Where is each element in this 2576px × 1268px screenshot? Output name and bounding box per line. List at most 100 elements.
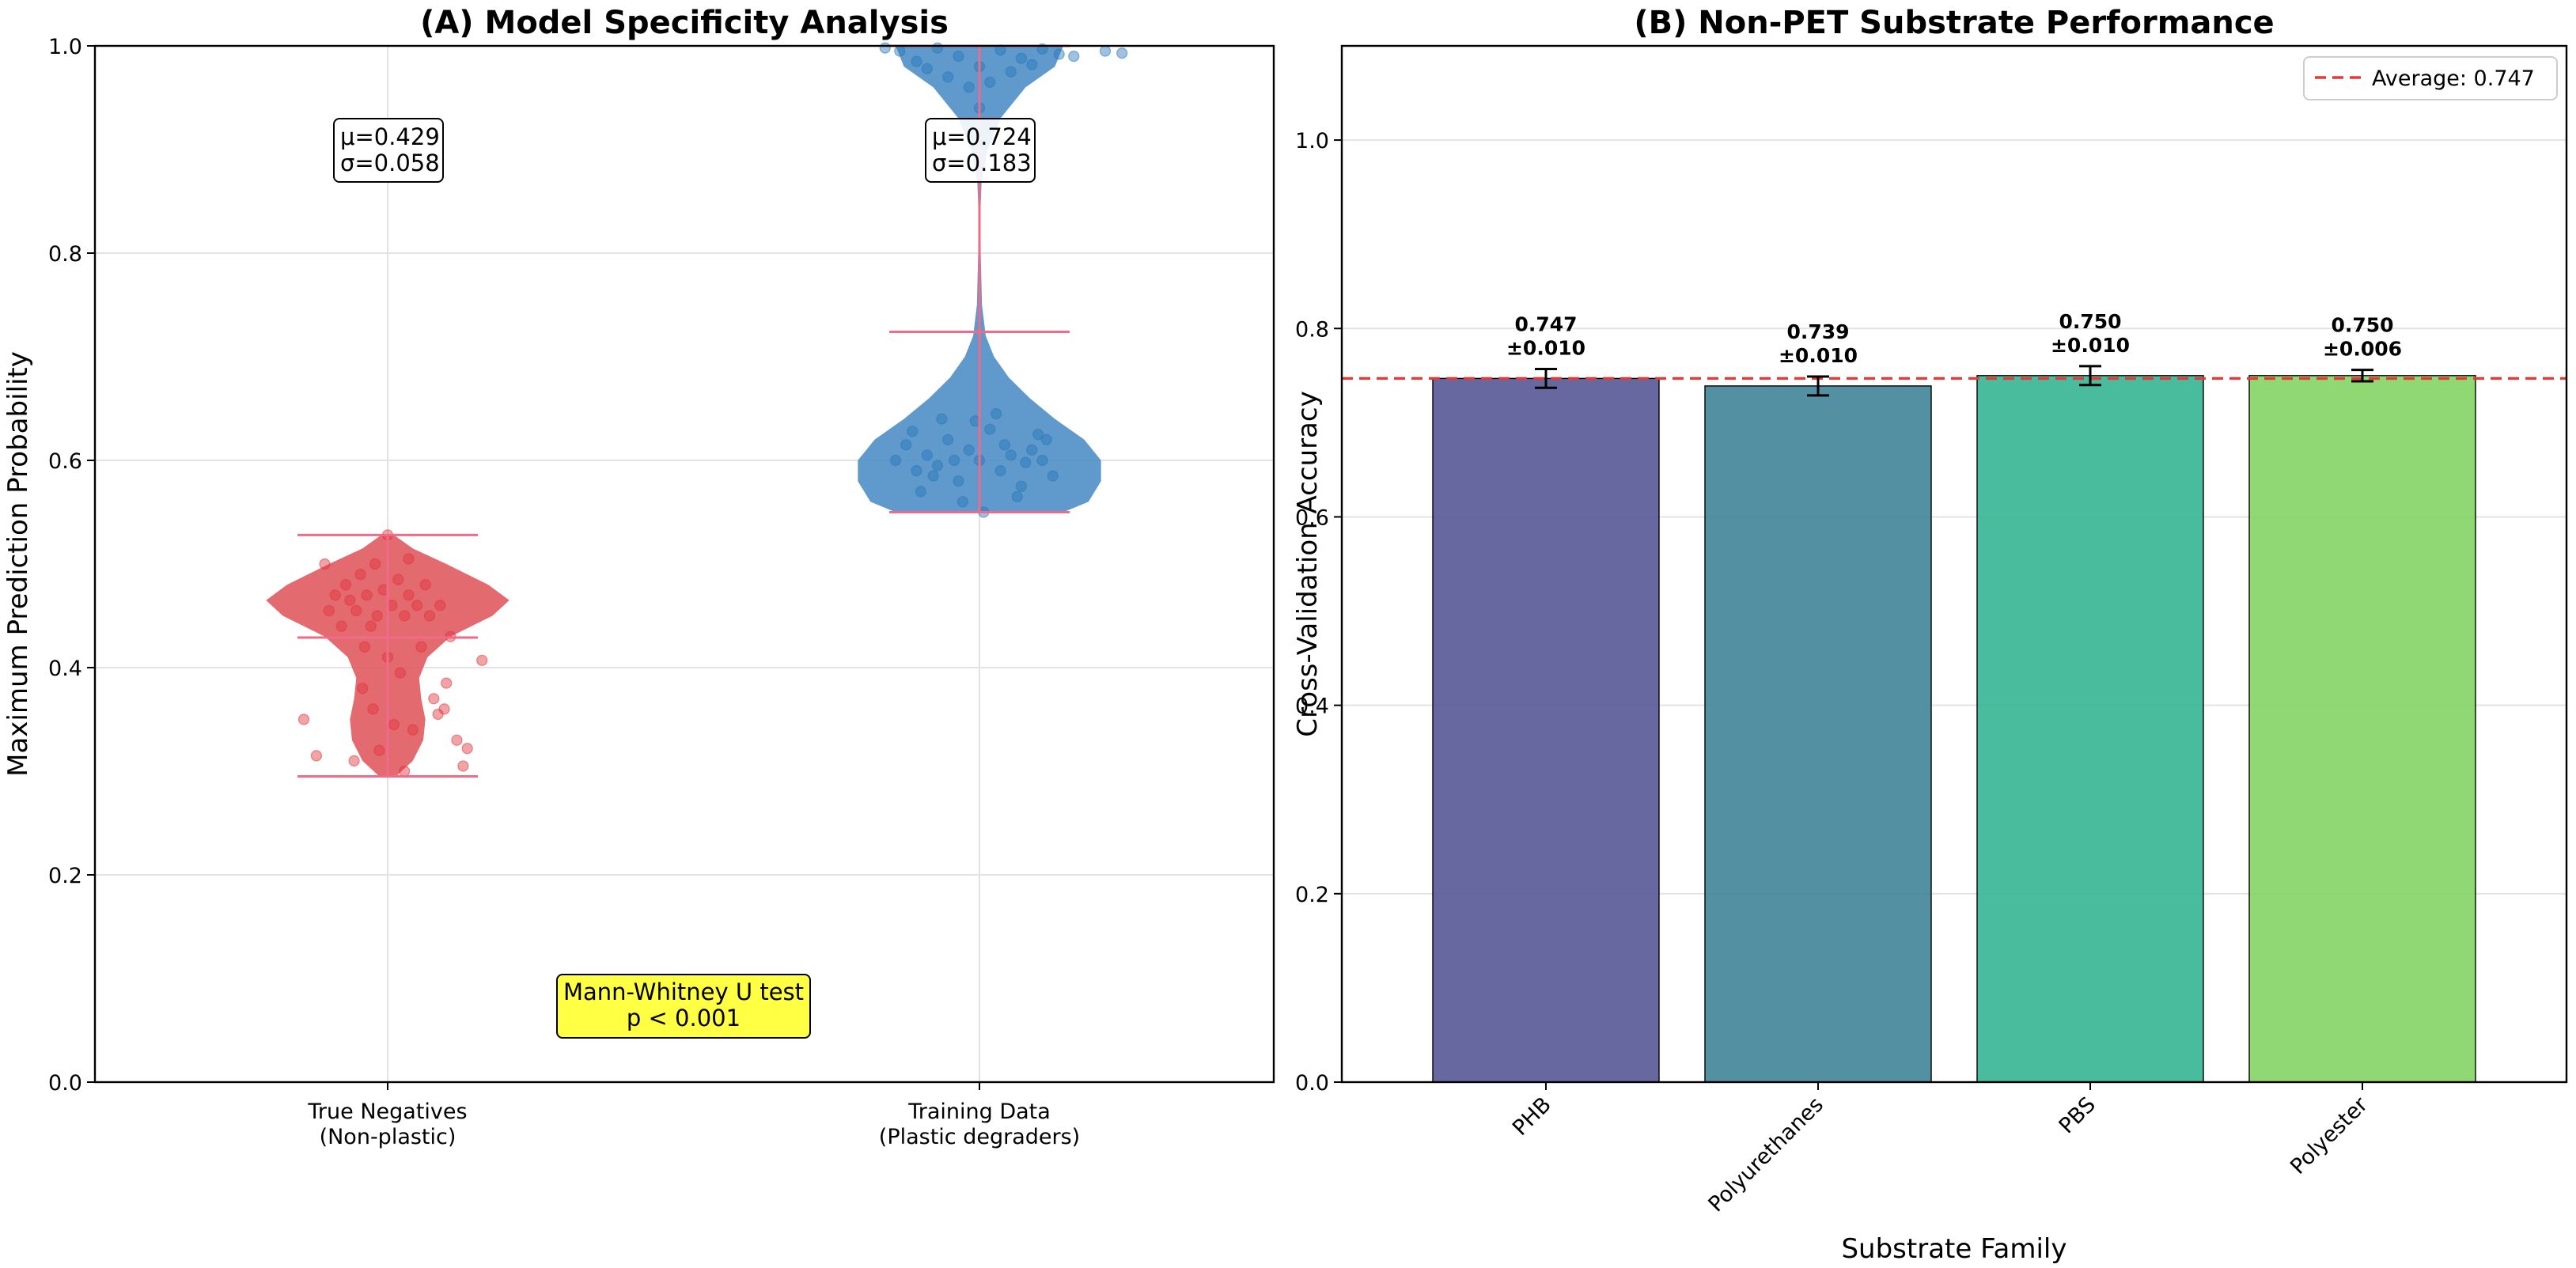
panel-a: 0.0 0.2 0.4 0.6 0.8 1.0 True Negatives(Non-pl… (2, 5, 1275, 1149)
data-point (953, 475, 964, 487)
data-point (889, 454, 902, 467)
a-y-axis-label: Maximum Prediction Probability (2, 351, 34, 777)
data-point (438, 703, 450, 715)
data-point (1020, 456, 1032, 468)
data-point (907, 426, 919, 437)
data-point (361, 589, 373, 601)
b-y-tick-label: 0.0 (1295, 1071, 1329, 1096)
data-point (403, 589, 415, 601)
stat-mu: μ=0.429 (340, 123, 440, 150)
data-point (931, 42, 944, 54)
data-point (949, 454, 960, 467)
error-label: ±0.010 (2051, 334, 2130, 357)
data-point (1026, 444, 1038, 456)
a-y-tick-label: 0.6 (48, 449, 82, 474)
a-stat-box-true-negatives: μ=0.429 σ=0.058 (333, 118, 444, 183)
bar (1704, 385, 1932, 1083)
data-point (953, 50, 964, 62)
panel-b: 0.747±0.0100.739±0.0100.750±0.0100.750±0… (1292, 5, 2568, 1265)
b-y-axis-label: Cross-Validation Accuracy (1292, 391, 1324, 736)
data-point (344, 594, 356, 606)
data-point (388, 718, 400, 731)
error-label: ±0.010 (1506, 336, 1585, 359)
data-point (911, 464, 922, 477)
b-y-tick-label: 0.2 (1295, 883, 1329, 907)
data-point (392, 573, 404, 585)
data-point (936, 413, 948, 425)
b-error-bars (1535, 365, 2373, 397)
b-x-axis-label: Substrate Family (1841, 1233, 2066, 1265)
annotation-line1: Mann-Whitney U test (563, 978, 804, 1005)
data-point (998, 439, 1010, 451)
data-point (323, 604, 335, 617)
stat-box-frame (333, 118, 444, 183)
data-point (894, 45, 906, 57)
data-point (365, 620, 377, 632)
bar (2248, 375, 2476, 1083)
data-point (394, 667, 406, 679)
data-point (399, 610, 411, 622)
a-mann-whitney-annotation: Mann-Whitney U test p < 0.001 (556, 974, 811, 1039)
a-x-tick-label-line2: (Non-plastic) (320, 1125, 456, 1149)
annotation-frame (556, 974, 811, 1039)
b-legend: Average: 0.747 (2303, 56, 2558, 100)
stat-box-frame (925, 118, 1036, 183)
data-point (915, 486, 926, 498)
data-point (476, 654, 488, 666)
b-title: (B) Non-PET Substrate Performance (1634, 5, 2274, 41)
annotation-line2: p < 0.001 (627, 1005, 741, 1031)
data-point (991, 407, 1002, 420)
data-point (1011, 490, 1023, 502)
data-point (319, 558, 331, 570)
value-label: 0.750 (2331, 314, 2393, 337)
data-point (931, 460, 944, 471)
data-point (921, 449, 933, 461)
b-y-tick-label: 0.4 (1295, 695, 1329, 719)
data-point (371, 610, 383, 622)
data-point (329, 589, 341, 601)
data-point (457, 760, 469, 772)
data-point (1068, 50, 1080, 62)
data-point (927, 470, 939, 482)
a-stat-box-training-data: μ=0.724 σ=0.183 (925, 118, 1036, 183)
data-point (461, 743, 473, 755)
data-point (367, 703, 379, 715)
data-point (1026, 59, 1038, 70)
b-axes-frame (1340, 44, 2568, 1084)
data-point (1047, 470, 1059, 482)
data-point (1116, 47, 1128, 59)
data-point (434, 600, 446, 611)
a-y-tick-label: 0.2 (48, 864, 82, 888)
data-point (423, 610, 436, 622)
b-y-ticks: 0.0 0.2 0.4 0.6 0.8 1.0 (1295, 129, 1342, 1096)
data-point (415, 641, 427, 653)
data-point (1005, 449, 1017, 461)
bar (1432, 377, 1660, 1083)
data-point (399, 765, 411, 778)
data-point (1032, 429, 1044, 441)
stat-mu: μ=0.724 (932, 123, 1032, 150)
data-point (348, 755, 360, 767)
a-title: (A) Model Specificity Analysis (420, 5, 949, 41)
a-y-tick-label: 0.4 (48, 657, 82, 681)
data-point (1040, 433, 1052, 445)
data-point (963, 81, 975, 93)
a-y-ticks: 0.0 0.2 0.4 0.6 0.8 1.0 (48, 35, 95, 1096)
data-point (357, 683, 369, 695)
data-point (1015, 52, 1028, 64)
b-bars (1432, 375, 2476, 1083)
value-label: 0.747 (1514, 312, 1577, 335)
a-y-tick-label: 0.0 (48, 1071, 82, 1096)
data-point (957, 496, 968, 508)
data-point (942, 433, 954, 445)
data-point (419, 579, 431, 591)
data-point (1005, 66, 1017, 78)
b-y-tick-label: 0.6 (1295, 505, 1329, 530)
data-point (411, 600, 423, 611)
value-label: 0.739 (1786, 320, 1849, 343)
data-point (369, 558, 381, 570)
data-point (373, 744, 385, 756)
data-point (1053, 48, 1065, 60)
data-point (963, 444, 975, 456)
